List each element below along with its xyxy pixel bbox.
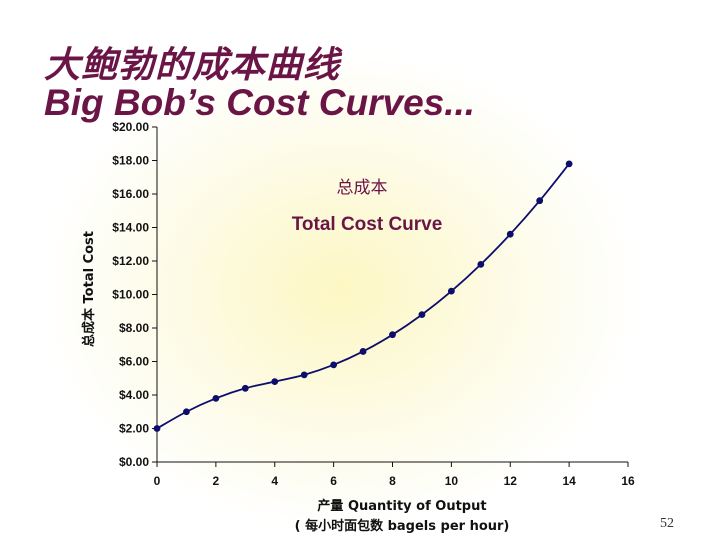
x-tick-label: 6 [330, 474, 337, 488]
annotation-total-cost-cn: 总成本 [337, 178, 388, 198]
data-point [183, 408, 190, 416]
data-point [389, 331, 396, 339]
chart-axes [156, 127, 628, 463]
y-tick-label: $10.00 [112, 288, 149, 302]
y-axis-ticks: $0.00 $2.00 $4.00 $6.00 $8.00 $10.00 $12.00 $14… [112, 120, 157, 469]
data-point [212, 394, 220, 402]
x-axis-ticks: 0 2 4 6 8 10 12 14 16 [154, 462, 635, 488]
total-cost-data-points [153, 160, 573, 432]
x-tick-label: 8 [389, 474, 396, 488]
y-axis-label: 总成本 Total Cost [81, 231, 97, 347]
data-point [241, 384, 249, 392]
x-axis-label-line2: ( 每小时面包数 bagels per hour) [295, 518, 510, 534]
y-tick-label: $16.00 [112, 187, 149, 201]
x-tick-label: 16 [621, 474, 635, 488]
data-point [330, 361, 338, 369]
y-tick-label: $6.00 [119, 355, 149, 369]
data-point [153, 425, 161, 432]
y-tick-label: $12.00 [112, 254, 149, 268]
y-tick-label: $8.00 [119, 321, 149, 335]
y-tick-label: $0.00 [119, 455, 149, 469]
y-tick-label: $14.00 [112, 221, 149, 235]
y-tick-label: $18.00 [112, 154, 149, 168]
total-cost-curve-line [156, 163, 570, 430]
x-tick-label: 14 [562, 474, 576, 488]
y-tick-label: $4.00 [119, 388, 149, 402]
data-point [477, 260, 485, 268]
data-point [536, 197, 544, 205]
x-tick-label: 0 [154, 474, 161, 488]
annotation-total-cost-curve: Total Cost Curve [292, 214, 443, 235]
x-tick-label: 10 [445, 474, 459, 488]
x-axis-label-line1: 产量 Quantity of Output [317, 498, 486, 514]
x-tick-label: 12 [504, 474, 518, 488]
slide-title-english: Big Bob’s Cost Curves... [44, 82, 476, 123]
page-number: 52 [660, 516, 674, 531]
y-tick-label: $2.00 [119, 422, 149, 436]
data-point [506, 230, 514, 238]
data-point [565, 160, 573, 168]
data-point [300, 371, 308, 379]
slide-title-chinese: 大鲍勃的成本曲线 [44, 45, 341, 86]
x-tick-label: 2 [213, 474, 220, 488]
x-tick-label: 4 [271, 474, 278, 488]
data-point [271, 378, 279, 385]
y-tick-label: $20.00 [112, 120, 149, 134]
data-point [447, 287, 455, 295]
data-point [418, 311, 426, 318]
data-point [359, 348, 367, 355]
